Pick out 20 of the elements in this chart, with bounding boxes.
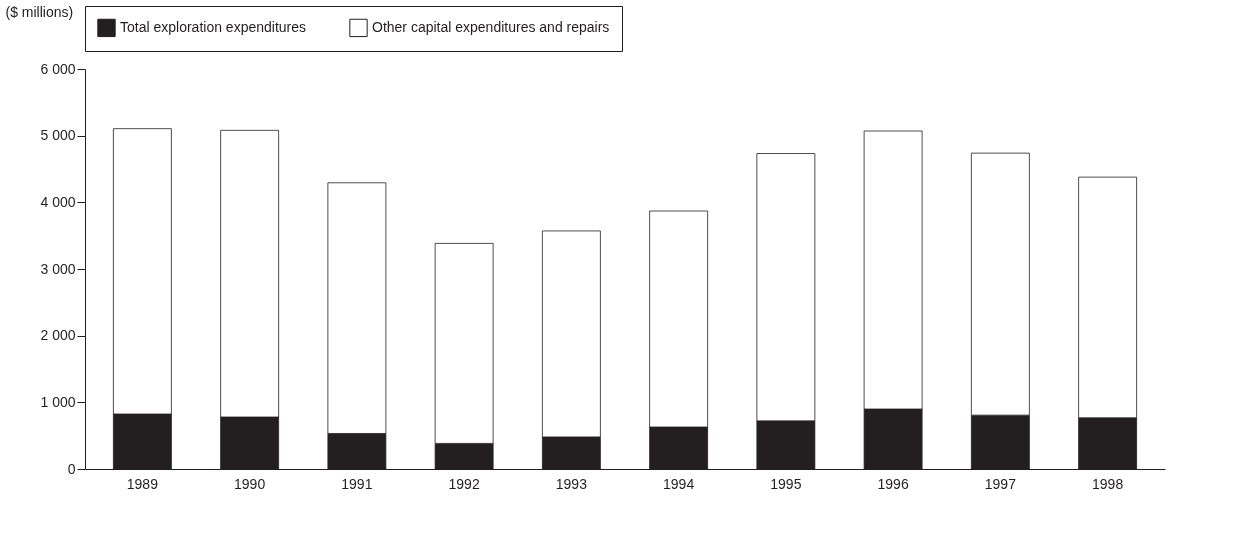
y-tick-label: 6 000: [40, 60, 76, 77]
x-tick-label: 1993: [555, 475, 588, 492]
y-tick-label: 0: [67, 460, 76, 477]
x-tick-label: 1996: [877, 475, 909, 492]
legend-label: Total exploration expenditures: [120, 18, 307, 35]
y-tick-label: 4 000: [40, 193, 76, 210]
x-tick-label: 1991: [341, 475, 373, 492]
legend-label: Other capital expenditures and repairs: [372, 18, 610, 35]
x-tick-label: 1990: [234, 475, 266, 492]
y-axis-title: ($ millions): [5, 3, 74, 20]
y-tick-label: 5 000: [40, 127, 76, 144]
x-tick-label: 1989: [126, 475, 159, 492]
y-tick-label: 2 000: [40, 327, 76, 344]
x-tick-label: 1992: [448, 475, 480, 492]
y-tick-label: 1 000: [40, 393, 76, 410]
x-tick-label: 1997: [984, 475, 1017, 492]
x-tick-label: 1994: [663, 475, 695, 492]
x-tick-label: 1995: [770, 475, 802, 492]
x-tick-label: 1998: [1092, 475, 1124, 492]
y-tick-label: 3 000: [40, 260, 76, 277]
